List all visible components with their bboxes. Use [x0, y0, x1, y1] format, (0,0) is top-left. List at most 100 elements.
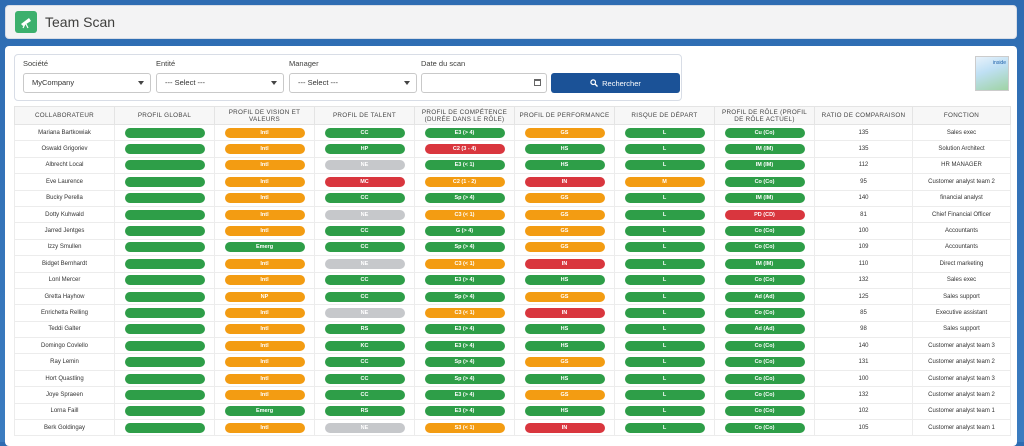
- vision-badge[interactable]: Intl: [224, 340, 305, 351]
- perf-badge[interactable]: HS: [524, 373, 605, 384]
- global-badge[interactable]: [124, 193, 205, 204]
- table-row[interactable]: Hort Quastling Intl CC Sp (> 4) HS L Co (Co) 10…: [14, 369, 1011, 388]
- perf-badge[interactable]: IN: [524, 422, 605, 433]
- column-header[interactable]: Fonction: [912, 106, 1011, 125]
- comp-badge[interactable]: E3 (> 4): [424, 275, 505, 286]
- perf-badge[interactable]: GS: [524, 389, 605, 400]
- vision-badge[interactable]: Intl: [224, 258, 305, 269]
- risk-badge[interactable]: L: [624, 275, 705, 286]
- vision-badge[interactable]: Emerg: [224, 406, 305, 417]
- talent-badge[interactable]: CC: [324, 291, 405, 302]
- column-header[interactable]: Profil de performance: [514, 106, 615, 125]
- global-badge[interactable]: [124, 357, 205, 368]
- talent-badge[interactable]: CC: [324, 275, 405, 286]
- role-badge[interactable]: Co (Co): [724, 357, 805, 368]
- manager-select[interactable]: --- Select ---: [289, 73, 417, 93]
- column-header[interactable]: Profil global: [114, 106, 215, 125]
- role-badge[interactable]: PD (CD): [724, 209, 805, 220]
- risk-badge[interactable]: L: [624, 242, 705, 253]
- talent-badge[interactable]: NE: [324, 422, 405, 433]
- comp-badge[interactable]: E3 (> 4): [424, 389, 505, 400]
- vision-badge[interactable]: NP: [224, 291, 305, 302]
- role-badge[interactable]: IM (IM): [724, 160, 805, 171]
- risk-badge[interactable]: L: [624, 160, 705, 171]
- role-badge[interactable]: Co (Co): [724, 422, 805, 433]
- talent-badge[interactable]: CC: [324, 357, 405, 368]
- role-badge[interactable]: Co (Co): [724, 176, 805, 187]
- global-badge[interactable]: [124, 275, 205, 286]
- comp-badge[interactable]: G (> 4): [424, 226, 505, 237]
- table-row[interactable]: Domingo Covlello Intl KC E3 (> 4) HS L Co (Co)…: [14, 337, 1011, 355]
- vision-badge[interactable]: Intl: [224, 127, 305, 138]
- role-badge[interactable]: Co (Co): [724, 340, 805, 351]
- role-badge[interactable]: Co (Co): [724, 373, 805, 384]
- global-badge[interactable]: [124, 307, 205, 318]
- perf-badge[interactable]: HS: [524, 406, 605, 417]
- perf-badge[interactable]: GS: [524, 226, 605, 237]
- comp-badge[interactable]: C2 (3 - 4): [424, 144, 505, 155]
- vision-badge[interactable]: Emerg: [224, 242, 305, 253]
- perf-badge[interactable]: HS: [524, 160, 605, 171]
- table-row[interactable]: Bidget Bernhardt Intl NE C3 (< 1) IN L IM (IM)…: [14, 255, 1011, 273]
- vision-badge[interactable]: Intl: [224, 324, 305, 335]
- role-badge[interactable]: Co (Co): [724, 307, 805, 318]
- talent-badge[interactable]: RS: [324, 324, 405, 335]
- risk-badge[interactable]: L: [624, 209, 705, 220]
- global-badge[interactable]: [124, 373, 205, 384]
- perf-badge[interactable]: GS: [524, 242, 605, 253]
- vision-badge[interactable]: Intl: [224, 275, 305, 286]
- column-header[interactable]: Risque de départ: [614, 106, 715, 125]
- perf-badge[interactable]: HS: [524, 324, 605, 335]
- global-badge[interactable]: [124, 226, 205, 237]
- comp-badge[interactable]: Sp (> 4): [424, 242, 505, 253]
- comp-badge[interactable]: Sp (> 4): [424, 193, 505, 204]
- global-badge[interactable]: [124, 291, 205, 302]
- global-badge[interactable]: [124, 258, 205, 269]
- vision-badge[interactable]: Intl: [224, 160, 305, 171]
- risk-badge[interactable]: L: [624, 340, 705, 351]
- search-button[interactable]: Rechercher: [551, 73, 680, 93]
- perf-badge[interactable]: HS: [524, 275, 605, 286]
- table-row[interactable]: Izzy Smullen Emerg CC Sp (> 4) GS L Co (Co) 109…: [14, 238, 1011, 257]
- comp-badge[interactable]: C3 (< 1): [424, 258, 505, 269]
- vision-badge[interactable]: Intl: [224, 307, 305, 318]
- vision-badge[interactable]: Intl: [224, 422, 305, 433]
- table-row[interactable]: Lorna Faill Emerg RS E3 (> 4) HS L Co (Co) 102 C…: [14, 402, 1011, 421]
- global-badge[interactable]: [124, 324, 205, 335]
- talent-badge[interactable]: NE: [324, 160, 405, 171]
- table-row[interactable]: Jarred Jentges Intl CC G (> 4) GS L Co (Co) 100…: [14, 222, 1011, 240]
- talent-badge[interactable]: RS: [324, 406, 405, 417]
- column-header[interactable]: Profil de compétence (durée dans le rôle…: [414, 106, 515, 125]
- vision-badge[interactable]: Intl: [224, 209, 305, 220]
- column-header[interactable]: Profil de vision et valeurs: [214, 106, 315, 125]
- global-badge[interactable]: [124, 144, 205, 155]
- risk-badge[interactable]: L: [624, 144, 705, 155]
- role-badge[interactable]: IM (IM): [724, 144, 805, 155]
- perf-badge[interactable]: IN: [524, 307, 605, 318]
- comp-badge[interactable]: E3 (> 4): [424, 340, 505, 351]
- talent-badge[interactable]: CC: [324, 226, 405, 237]
- perf-badge[interactable]: GS: [524, 357, 605, 368]
- comp-badge[interactable]: E3 (> 4): [424, 127, 505, 138]
- talent-badge[interactable]: NE: [324, 209, 405, 220]
- comp-badge[interactable]: Sp (> 4): [424, 373, 505, 384]
- global-badge[interactable]: [124, 422, 205, 433]
- global-badge[interactable]: [124, 406, 205, 417]
- role-badge[interactable]: Co (Co): [724, 242, 805, 253]
- risk-badge[interactable]: L: [624, 258, 705, 269]
- comp-badge[interactable]: C3 (< 1): [424, 307, 505, 318]
- vision-badge[interactable]: Intl: [224, 389, 305, 400]
- perf-badge[interactable]: GS: [524, 291, 605, 302]
- table-row[interactable]: Enrichetta Relling Intl NE C3 (< 1) IN L Co (C…: [14, 304, 1011, 322]
- role-badge[interactable]: Cu (Co): [724, 127, 805, 138]
- risk-badge[interactable]: L: [624, 307, 705, 318]
- talent-badge[interactable]: CC: [324, 242, 405, 253]
- comp-badge[interactable]: S3 (< 1): [424, 422, 505, 433]
- global-badge[interactable]: [124, 160, 205, 171]
- perf-badge[interactable]: GS: [524, 127, 605, 138]
- table-row[interactable]: Gretta Hayhow NP CC Sp (> 4) GS L Ad (Ad) 125 Sa…: [14, 287, 1011, 306]
- entite-select[interactable]: --- Select ---: [156, 73, 284, 93]
- risk-badge[interactable]: L: [624, 127, 705, 138]
- comp-badge[interactable]: Sp (> 4): [424, 357, 505, 368]
- column-header[interactable]: Ratio de comparaison: [814, 106, 913, 125]
